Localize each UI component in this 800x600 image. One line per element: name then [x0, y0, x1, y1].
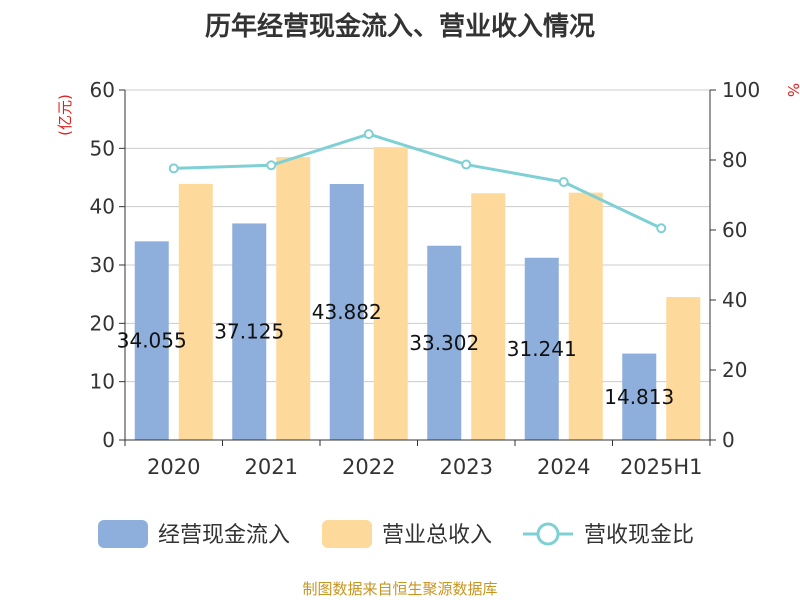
- ratio-point: [363, 129, 374, 140]
- bar-revenue: [373, 147, 408, 440]
- x-tick-label: 2021: [245, 455, 298, 479]
- x-tick-label: 2022: [342, 455, 395, 479]
- x-tick-label: 2023: [440, 455, 493, 479]
- y-tick-label: 30: [90, 253, 115, 277]
- y-tick-label: 10: [90, 370, 115, 394]
- y-axis-title: (亿元): [56, 94, 74, 136]
- bar-revenue: [568, 192, 603, 440]
- ratio-point: [168, 163, 179, 174]
- ratio-point: [656, 223, 667, 234]
- bar-data-label: 31.241: [507, 337, 577, 361]
- legend-label-ratio: 营收现金比: [584, 523, 694, 548]
- data-source-note: 制图数据来自恒生聚源数据库: [302, 580, 498, 598]
- legend-swatch-cash-inflow: [98, 520, 148, 548]
- x-tick-label: 2020: [147, 455, 200, 479]
- bar-cash-inflow: [427, 245, 462, 440]
- y-tick-label: 60: [90, 78, 115, 102]
- legend-swatch-ratio-marker: [536, 522, 560, 546]
- bar-data-label: 43.882: [312, 300, 382, 324]
- ratio-line: [173, 132, 662, 230]
- bar-cash-inflow: [524, 257, 559, 440]
- legend-label-cash-inflow: 经营现金流入: [158, 523, 290, 548]
- label-layer: 34.055 37.125 43.882 33.302 31.241 14.813: [117, 300, 674, 409]
- bar-revenue: [666, 297, 701, 440]
- y2-tick-label: 100: [722, 78, 760, 102]
- bar-cash-inflow: [329, 184, 364, 440]
- ratio-point: [461, 159, 472, 170]
- bar-cash-inflow: [134, 241, 169, 440]
- bar-data-label: 37.125: [214, 320, 284, 344]
- legend-label-revenue: 营业总收入: [382, 523, 492, 548]
- bar-revenue: [471, 193, 506, 440]
- bar-cash-inflow: [622, 353, 657, 440]
- x-tick-label: 2025H1: [620, 455, 703, 479]
- y-tick-label: 20: [90, 311, 115, 335]
- legend-swatch-revenue: [322, 520, 372, 548]
- bar-data-label: 34.055: [117, 329, 187, 353]
- bar-data-label: 14.813: [604, 385, 674, 409]
- y2-tick-label: 80: [722, 148, 747, 172]
- y-tick-label: 40: [90, 195, 115, 219]
- line-layer: [168, 129, 667, 234]
- bar-revenue: [276, 157, 311, 441]
- y-tick-label: 0: [102, 428, 115, 452]
- y2-tick-label: 60: [722, 218, 747, 242]
- y2-axis-title: %: [784, 83, 800, 97]
- x-tick-label: 2024: [537, 455, 590, 479]
- y2-tick-label: 0: [722, 428, 735, 452]
- chart-title: 历年经营现金流入、营业收入情况: [204, 12, 595, 42]
- bar-revenue: [178, 183, 213, 440]
- bar-data-label: 33.302: [409, 331, 479, 355]
- ratio-point: [558, 177, 569, 188]
- y-tick-label: 50: [90, 136, 115, 160]
- y2-tick-label: 20: [722, 358, 747, 382]
- bar-layer: [134, 147, 701, 441]
- bar-cash-inflow: [232, 223, 267, 440]
- grid-layer: [125, 89, 710, 383]
- ratio-point: [266, 160, 277, 171]
- y2-tick-label: 40: [722, 288, 747, 312]
- axis-layer: 0 10 20 30 40 50 60 0 20 40 60 80 100 (亿元)% 2020 2021 20…: [56, 78, 800, 479]
- legend-layer: 经营现金流入 营业总收入 营收现金比: [98, 520, 694, 548]
